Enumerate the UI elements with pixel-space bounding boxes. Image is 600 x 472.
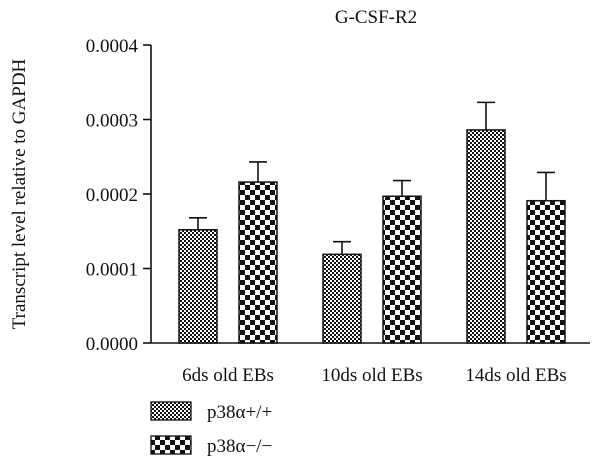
legend-item: p38α+/+ (150, 401, 272, 423)
bars (178, 101, 566, 344)
bar (238, 181, 278, 344)
legend-label: p38α+/+ (207, 402, 272, 423)
x-tick-label: 10ds old EBs (321, 365, 422, 386)
y-tick-label: 0.0004 (86, 36, 139, 57)
y-tick-label: 0.0002 (86, 185, 138, 206)
bar (382, 195, 422, 344)
legend-item: p38α−/− (150, 435, 272, 457)
x-tick-label: 14ds old EBs (465, 365, 566, 386)
legend-swatch (150, 401, 192, 421)
y-tick-label: 0.0000 (86, 334, 138, 355)
chart-title: G-CSF-R2 (335, 7, 417, 28)
legend-label: p38α−/− (207, 436, 272, 457)
bar (526, 199, 566, 344)
bar-group (382, 179, 422, 344)
bar (178, 229, 218, 344)
bar-group (178, 217, 218, 344)
bar-group (322, 240, 362, 344)
bar-group (466, 101, 506, 344)
bar-group (526, 171, 566, 344)
y-tick-label: 0.0003 (86, 111, 138, 132)
bar (466, 129, 506, 344)
legend-swatch (150, 435, 192, 455)
y-axis-label: Transcript level relative to GAPDH (9, 58, 30, 329)
axes: 0.0000 0.0001 0.0002 0.0003 0.0004 6ds old EB… (86, 36, 590, 386)
x-tick-label: 6ds old EBs (182, 365, 274, 386)
legend: p38α+/+ p38α−/− (150, 401, 272, 457)
y-tick-label: 0.0001 (86, 260, 138, 281)
bar-group (238, 161, 278, 344)
bar (322, 253, 362, 344)
